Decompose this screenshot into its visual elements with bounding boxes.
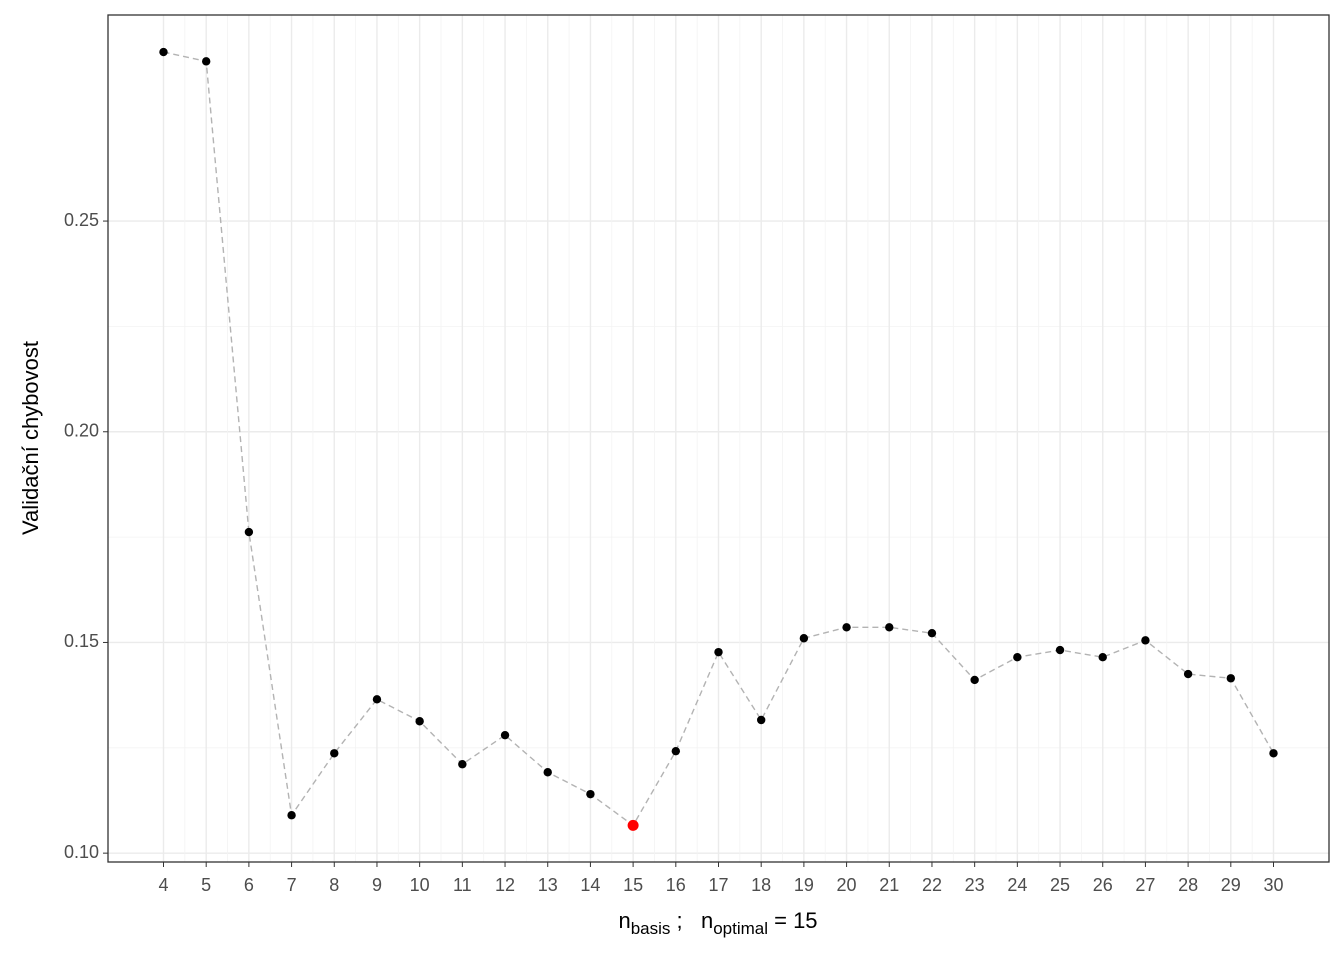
x-axis-title-part: = 15 <box>768 908 818 933</box>
x-tick-label: 6 <box>244 875 254 895</box>
optimal-point <box>627 819 639 831</box>
point <box>1141 636 1150 645</box>
x-tick-label: 11 <box>453 875 472 895</box>
point <box>1013 653 1022 662</box>
x-axis-title-part: ; <box>670 908 701 933</box>
point <box>500 730 510 740</box>
point <box>671 746 681 756</box>
x-tick-label: 22 <box>922 875 942 895</box>
point <box>756 715 766 725</box>
y-axis-title: Validační chybovost <box>18 341 43 535</box>
x-tick-label: 24 <box>1007 875 1027 895</box>
point <box>1226 674 1236 683</box>
x-tick-label: 25 <box>1050 875 1070 895</box>
x-tick-label: 10 <box>410 875 430 895</box>
point <box>714 647 723 657</box>
x-tick-label: 16 <box>666 875 686 895</box>
x-axis-title-part: n <box>618 908 630 933</box>
x-tick-label: 23 <box>965 875 985 895</box>
point <box>799 634 809 643</box>
y-tick-label: 0.15 <box>64 631 99 651</box>
point <box>244 527 254 537</box>
x-tick-label: 4 <box>158 875 168 895</box>
x-tick-label: 17 <box>708 875 728 895</box>
point <box>970 675 979 685</box>
point <box>159 47 168 57</box>
point <box>287 811 296 820</box>
point <box>201 57 211 66</box>
x-tick-label: 30 <box>1263 875 1283 895</box>
x-tick-label: 7 <box>287 875 297 895</box>
x-tick-label: 14 <box>580 875 600 895</box>
x-tick-label: 12 <box>495 875 515 895</box>
x-tick-label: 8 <box>329 875 339 895</box>
point <box>1269 749 1278 758</box>
x-tick-label: 26 <box>1093 875 1113 895</box>
point <box>1098 653 1107 662</box>
point <box>586 789 595 799</box>
y-tick-label: 0.10 <box>64 842 99 862</box>
x-tick-label: 18 <box>751 875 771 895</box>
x-tick-label: 20 <box>837 875 857 895</box>
x-tick-label: 21 <box>879 875 899 895</box>
x-axis-title-subscript: optimal <box>713 919 768 938</box>
x-tick-label: 13 <box>538 875 558 895</box>
point <box>330 749 339 758</box>
y-tick-label: 0.25 <box>64 210 99 230</box>
x-tick-label: 15 <box>623 875 643 895</box>
x-axis-title-part: n <box>701 908 713 933</box>
line <box>163 51 1275 827</box>
x-axis-title: nbasis ; noptimal = 15 <box>618 908 817 938</box>
grid <box>108 15 1329 862</box>
point <box>842 623 851 632</box>
x-tick-label: 9 <box>372 875 382 895</box>
point <box>372 695 382 704</box>
x-tick-label: 19 <box>794 875 814 895</box>
x-tick-label: 29 <box>1221 875 1241 895</box>
plot <box>159 47 1278 831</box>
y-tick-label: 0.20 <box>64 421 99 441</box>
point <box>927 628 937 638</box>
point <box>543 768 552 777</box>
point <box>458 760 467 769</box>
point <box>415 717 424 726</box>
point <box>1055 645 1065 655</box>
point <box>885 623 894 632</box>
x-tick-label: 27 <box>1135 875 1155 895</box>
x-tick-label: 5 <box>201 875 211 895</box>
x-tick-label: 28 <box>1178 875 1198 895</box>
point <box>1183 669 1193 679</box>
x-axis-title-subscript: basis <box>631 919 671 938</box>
